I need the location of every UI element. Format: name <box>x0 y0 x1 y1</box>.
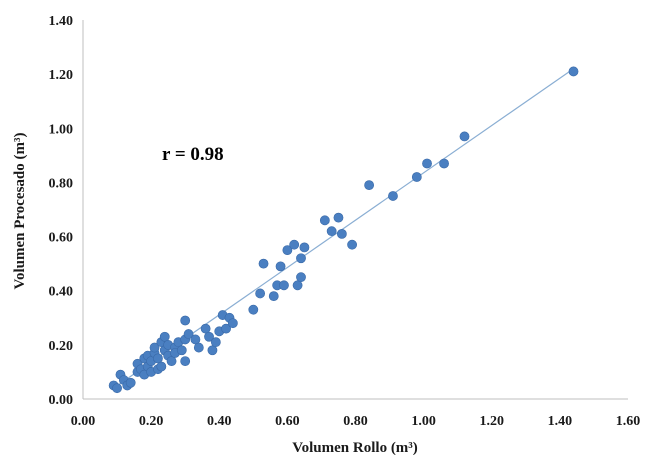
data-point <box>275 261 286 272</box>
y-tick-label: 1.20 <box>49 68 74 83</box>
x-tick-label: 0.80 <box>343 414 368 429</box>
x-axis-ticks: 0.00 0.20 0.40 0.60 0.80 1.00 1.20 1.40 1.60 <box>71 414 641 429</box>
y-tick-label: 0.60 <box>49 231 74 246</box>
data-point <box>180 356 191 366</box>
data-point <box>200 323 211 334</box>
data-point <box>439 158 449 169</box>
data-point <box>289 239 300 250</box>
data-point <box>125 377 136 388</box>
data-point <box>388 191 398 201</box>
data-point <box>176 345 187 356</box>
y-tick-label: 0.40 <box>49 285 74 300</box>
x-tick-label: 0.00 <box>71 414 96 429</box>
data-point <box>190 334 201 345</box>
data-point <box>268 291 279 302</box>
data-point <box>411 172 422 182</box>
data-point <box>221 323 231 334</box>
x-tick-label: 1.00 <box>411 414 436 429</box>
data-point <box>227 318 238 329</box>
data-point <box>156 361 167 372</box>
data-point <box>326 226 337 237</box>
data-point <box>459 131 470 142</box>
data-point <box>282 245 293 256</box>
data-point <box>207 345 218 356</box>
x-tick-label: 0.20 <box>139 414 164 429</box>
data-point <box>296 272 306 283</box>
data-point <box>166 356 177 366</box>
data-point <box>255 288 266 299</box>
data-point <box>336 228 347 239</box>
data-point <box>149 342 160 353</box>
data-points <box>108 66 579 394</box>
data-point <box>364 180 375 191</box>
data-point <box>568 66 579 77</box>
data-point <box>180 315 191 326</box>
data-point <box>193 342 204 353</box>
correlation-annotation: r = 0.98 <box>162 144 224 165</box>
data-point <box>296 253 306 264</box>
x-axis-title: Volumen Rollo (m³) <box>292 440 418 455</box>
y-tick-label: 1.00 <box>49 122 74 137</box>
data-point <box>183 329 194 339</box>
data-point <box>153 353 163 364</box>
x-tick-label: 1.20 <box>480 414 505 429</box>
y-axis-title: Volumen Procesado (m³) <box>12 133 28 290</box>
x-tick-label: 0.40 <box>207 414 232 429</box>
data-point <box>292 280 303 291</box>
data-point <box>258 258 269 269</box>
data-point <box>333 212 344 223</box>
data-point <box>159 331 170 342</box>
x-tick-label: 0.60 <box>275 414 300 429</box>
data-point <box>248 304 259 315</box>
data-point <box>210 337 221 348</box>
data-point <box>204 331 214 342</box>
data-point <box>319 215 330 226</box>
x-tick-label: 1.60 <box>616 414 641 429</box>
y-tick-label: 1.40 <box>49 14 74 29</box>
y-axis-ticks: 0.00 0.20 0.40 0.60 0.80 1.00 1.20 1.40 <box>49 14 74 408</box>
x-tick-label: 1.40 <box>548 414 573 429</box>
y-tick-label: 0.20 <box>49 339 74 354</box>
y-tick-label: 0.80 <box>49 176 74 191</box>
data-point <box>279 280 289 291</box>
data-point <box>347 239 357 250</box>
data-point <box>112 383 122 394</box>
data-point <box>299 242 310 253</box>
y-tick-label: 0.00 <box>49 393 74 408</box>
data-point <box>422 158 432 169</box>
